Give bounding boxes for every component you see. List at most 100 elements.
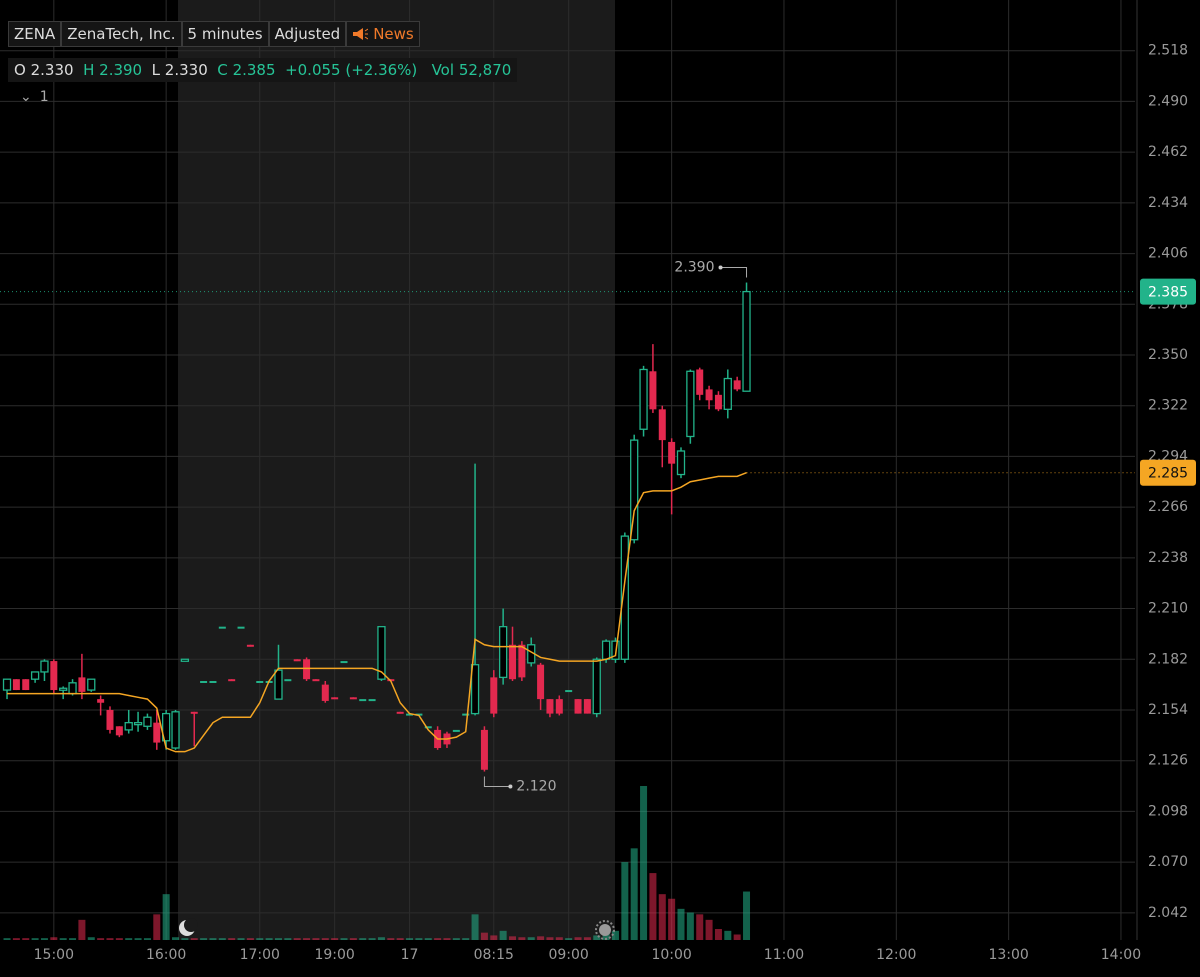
price-tag-label: 2.285 xyxy=(1148,466,1188,482)
volume-bar xyxy=(228,938,236,940)
volume-bar xyxy=(714,929,722,940)
collapse-icon[interactable]: ⌄ xyxy=(20,89,32,105)
candle-body xyxy=(555,699,563,714)
candle-body xyxy=(246,644,254,647)
volume-bars xyxy=(3,786,751,940)
candle-body xyxy=(78,677,86,692)
volume-bar xyxy=(696,914,704,940)
candle-body xyxy=(676,450,686,476)
volume-bar xyxy=(509,936,517,940)
grid xyxy=(0,0,1135,940)
candle-body xyxy=(2,678,12,691)
candle-body xyxy=(658,409,666,441)
volume-bar xyxy=(87,937,95,940)
x-tick-label: 10:00 xyxy=(651,947,691,963)
volume-bar xyxy=(115,938,123,940)
volume-bar xyxy=(265,938,273,940)
candle-body xyxy=(228,679,236,682)
y-tick-label: 2.490 xyxy=(1148,93,1188,109)
volume-bar xyxy=(97,938,105,940)
y-tick-label: 2.210 xyxy=(1148,601,1188,617)
moving-average xyxy=(7,472,747,753)
candle-body xyxy=(498,626,508,679)
volume-bar xyxy=(368,938,376,940)
volume-bar xyxy=(705,919,713,940)
volume-bar xyxy=(611,930,619,940)
candle-body xyxy=(480,729,488,770)
y-tick-label: 2.098 xyxy=(1148,803,1188,819)
indicator-row: ⌄ 1 xyxy=(20,89,49,105)
candles: 2.390 2.120 xyxy=(2,260,751,795)
volume-bar xyxy=(78,919,86,940)
volume: 52,870 xyxy=(458,61,512,79)
candle-body xyxy=(639,368,648,430)
symbol[interactable]: ZENA xyxy=(8,21,62,47)
moon-icon xyxy=(179,918,198,936)
candle-body xyxy=(284,679,292,682)
volume-bar xyxy=(153,914,161,940)
volume-bar xyxy=(162,894,170,940)
candle-body xyxy=(696,369,704,395)
volume-bar xyxy=(424,938,432,940)
candle-body xyxy=(209,681,217,684)
volume-bar xyxy=(181,938,189,940)
news-button[interactable]: News xyxy=(346,21,420,47)
volume-bar xyxy=(480,932,488,940)
company-name: ZenaTech, Inc. xyxy=(61,21,182,47)
high-label: H xyxy=(83,61,95,79)
x-tick-label: 19:00 xyxy=(314,947,354,963)
candle-body xyxy=(218,626,226,629)
volume-bar xyxy=(649,873,657,940)
candle-body xyxy=(620,535,629,660)
volume-bar xyxy=(527,937,535,940)
y-tick-label: 2.154 xyxy=(1148,702,1188,718)
price-tag xyxy=(1140,459,1196,486)
candle-body xyxy=(518,644,526,678)
candle-body xyxy=(705,389,713,401)
volume-bar xyxy=(359,938,367,940)
volume-bar xyxy=(274,938,282,940)
candle-body xyxy=(237,626,245,629)
indicator-count: 1 xyxy=(39,89,49,105)
volume-bar xyxy=(546,937,554,940)
volume-bar xyxy=(499,930,507,940)
volume-bar xyxy=(574,937,582,940)
candle-body xyxy=(714,394,722,410)
volume-bar xyxy=(565,938,573,940)
volume-label: Vol xyxy=(431,61,455,79)
volume-bar xyxy=(733,934,741,940)
candle-body xyxy=(180,658,190,662)
adjustment[interactable]: Adjusted xyxy=(268,21,347,47)
volume-bar xyxy=(415,938,423,940)
candle-body xyxy=(190,711,198,714)
candle-body xyxy=(723,377,732,410)
quote-row: O 2.330 H 2.390 L 2.330 C 2.385 +0.055 (… xyxy=(8,58,518,82)
x-tick-label: 15:00 xyxy=(34,947,74,963)
volume-bar xyxy=(246,938,254,940)
news-icon xyxy=(353,28,369,40)
volume-bar xyxy=(200,938,208,940)
candle-body xyxy=(377,626,386,680)
volume-bar xyxy=(172,937,180,940)
candle-body xyxy=(368,699,376,702)
volume-bar xyxy=(106,938,114,940)
candle-body xyxy=(733,380,741,390)
candle-body xyxy=(97,699,105,703)
interval[interactable]: 5 minutes xyxy=(181,21,269,47)
y-tick-label: 2.322 xyxy=(1148,398,1188,414)
candle-body xyxy=(59,687,68,691)
candle-body xyxy=(274,669,283,700)
volume-bar xyxy=(396,938,404,940)
axes: 2.5182.4902.4622.4342.4062.3782.3502.322… xyxy=(34,43,1196,963)
y-tick-label: 2.042 xyxy=(1148,905,1188,921)
candle-body xyxy=(22,679,30,691)
open: 2.330 xyxy=(30,61,74,79)
x-tick-label: 12:00 xyxy=(876,947,916,963)
volume-bar xyxy=(209,938,217,940)
candle-body xyxy=(470,664,480,715)
volume-bar xyxy=(143,938,151,940)
volume-bar xyxy=(471,914,479,940)
annotation-leader xyxy=(720,267,748,278)
volume-bar xyxy=(321,938,329,940)
